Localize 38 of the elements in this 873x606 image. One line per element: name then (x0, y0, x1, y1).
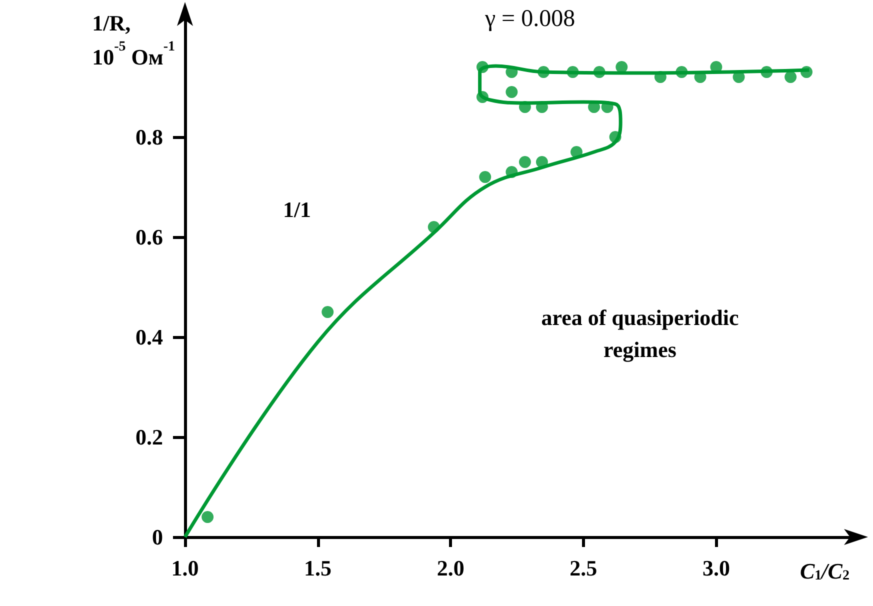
x-tick-label: 3.0 (702, 556, 730, 580)
point (202, 511, 214, 523)
annotation: area of quasiperiodic regimes (540, 304, 740, 364)
point (476, 91, 488, 103)
point (676, 66, 688, 78)
x-tick-label: 2.5 (570, 556, 598, 580)
point (609, 131, 622, 143)
point (536, 101, 548, 113)
point (322, 306, 334, 318)
point (616, 61, 628, 73)
point (570, 146, 582, 158)
x-tick-label: 1.0 (171, 556, 199, 580)
y-tick-label: 0.4 (136, 324, 163, 350)
y-tick-label: 0.8 (136, 124, 163, 150)
point (506, 86, 518, 98)
point (654, 71, 666, 83)
y-tick-label: 0.2 (136, 424, 163, 450)
x-tick-label: 1.5 (304, 556, 332, 580)
point (476, 61, 488, 73)
point (536, 156, 548, 168)
point (760, 66, 773, 78)
point (479, 171, 492, 183)
x-tick-label: 2.0 (436, 556, 464, 580)
point (800, 66, 813, 78)
point (538, 66, 550, 78)
y-tick-label: 0 (152, 524, 163, 550)
point (566, 66, 579, 78)
y-tick-label: 0.6 (136, 224, 163, 250)
point (784, 71, 797, 83)
x-axis-title: C1/C2 (800, 558, 850, 584)
point (601, 101, 614, 113)
point (506, 166, 518, 178)
chart-title: γ = 0.008 (484, 6, 576, 32)
point (593, 66, 606, 78)
point (518, 156, 531, 168)
annotation: 1/1 (282, 196, 312, 224)
point (518, 101, 531, 113)
point (428, 221, 440, 233)
